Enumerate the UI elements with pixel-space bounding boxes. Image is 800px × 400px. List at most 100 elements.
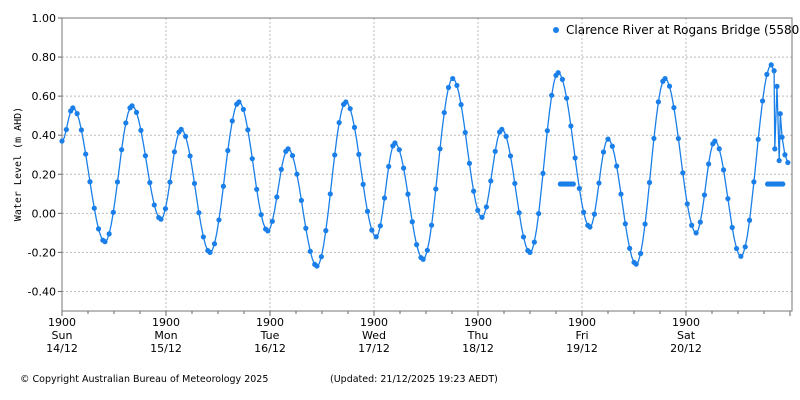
- data-point: [59, 138, 65, 144]
- data-point: [364, 208, 371, 215]
- data-point: [492, 148, 498, 154]
- data-point: [102, 239, 108, 245]
- data-point: [409, 219, 415, 225]
- data-point: [386, 163, 392, 170]
- data-point: [133, 109, 140, 115]
- data-point: [536, 210, 542, 217]
- data-point: [433, 186, 439, 192]
- data-point: [706, 161, 712, 167]
- data-point: [693, 230, 699, 236]
- data-point: [475, 207, 481, 213]
- data-point: [622, 221, 628, 227]
- data-point: [289, 152, 296, 159]
- data-point: [183, 133, 189, 139]
- data-point: [771, 68, 777, 74]
- data-point: [774, 83, 780, 89]
- data-point: [381, 195, 388, 201]
- data-point: [167, 179, 173, 185]
- data-point: [782, 152, 788, 158]
- data-point: [479, 214, 485, 220]
- x-tick-label: 1900: [152, 316, 180, 329]
- y-tick-label: 0.80: [32, 51, 57, 64]
- data-point: [627, 245, 633, 252]
- x-tick-label: 18/12: [462, 342, 494, 355]
- data-point: [759, 98, 766, 104]
- data-point: [540, 170, 546, 176]
- data-point: [777, 111, 783, 117]
- data-point: [229, 118, 235, 124]
- y-tick-label: 0.20: [32, 168, 57, 181]
- x-tick-label: 19/12: [566, 342, 598, 355]
- data-point: [318, 254, 324, 260]
- data-point: [655, 99, 661, 105]
- data-point: [110, 209, 116, 215]
- data-point: [63, 126, 69, 133]
- data-point: [114, 179, 121, 185]
- y-tick-label: 1.00: [32, 12, 57, 25]
- data-point: [142, 153, 148, 159]
- y-axis-label: Water Level (m AHD): [13, 107, 24, 221]
- data-point: [356, 151, 362, 157]
- data-point: [483, 204, 489, 210]
- x-tick-label: 16/12: [254, 342, 286, 355]
- data-point: [91, 205, 97, 211]
- data-point: [785, 159, 791, 166]
- data-point: [618, 191, 624, 197]
- x-tick-label: 1900: [672, 316, 700, 329]
- data-point: [258, 212, 264, 218]
- data-point: [516, 210, 522, 216]
- data-point-flat: [780, 181, 786, 187]
- data-point: [633, 261, 639, 267]
- x-tick-label: 1900: [48, 316, 76, 329]
- data-point: [285, 146, 291, 152]
- data-point: [768, 62, 774, 68]
- data-point: [471, 188, 477, 194]
- data-point: [151, 202, 157, 208]
- data-point: [609, 143, 615, 149]
- data-point: [779, 134, 785, 140]
- data-point: [428, 222, 435, 228]
- data-point: [200, 234, 206, 240]
- y-tick-label: 0.60: [32, 90, 57, 103]
- data-point: [576, 185, 582, 192]
- data-point: [147, 180, 153, 186]
- x-tick-label: Sat: [677, 329, 696, 342]
- data-point: [327, 191, 333, 197]
- data-point: [697, 219, 703, 225]
- legend-label: Clarence River at Rogans Bridge (558055): [566, 23, 800, 37]
- data-point: [671, 105, 677, 111]
- data-point: [441, 109, 447, 116]
- x-tick-label: Thu: [467, 329, 489, 342]
- data-point: [245, 127, 251, 133]
- data-point: [666, 83, 673, 89]
- data-point: [564, 95, 570, 101]
- data-point: [729, 224, 735, 231]
- x-tick-label: 14/12: [46, 342, 78, 355]
- data-point: [70, 105, 76, 111]
- data-point: [369, 227, 375, 233]
- data-point: [78, 127, 85, 133]
- data-point: [303, 225, 309, 231]
- data-point: [225, 147, 231, 154]
- y-tick-label: 0.00: [32, 207, 57, 220]
- x-tick-label: Wed: [362, 329, 386, 342]
- data-point: [129, 103, 135, 109]
- data-point: [424, 247, 430, 253]
- data-point: [216, 217, 222, 223]
- data-point: [600, 149, 607, 155]
- data-point: [651, 135, 657, 142]
- data-point: [351, 124, 358, 130]
- data-point: [178, 126, 184, 132]
- data-point: [158, 216, 164, 222]
- data-point: [646, 179, 653, 186]
- series-clarence-river: [59, 62, 791, 269]
- legend-marker: [553, 27, 559, 33]
- data-point: [196, 210, 202, 216]
- data-point: [684, 201, 690, 207]
- x-tick-label: Fri: [575, 329, 588, 342]
- data-point: [336, 120, 342, 126]
- data-point: [555, 70, 561, 76]
- data-point: [307, 248, 313, 254]
- x-tick-label: 1900: [464, 316, 492, 329]
